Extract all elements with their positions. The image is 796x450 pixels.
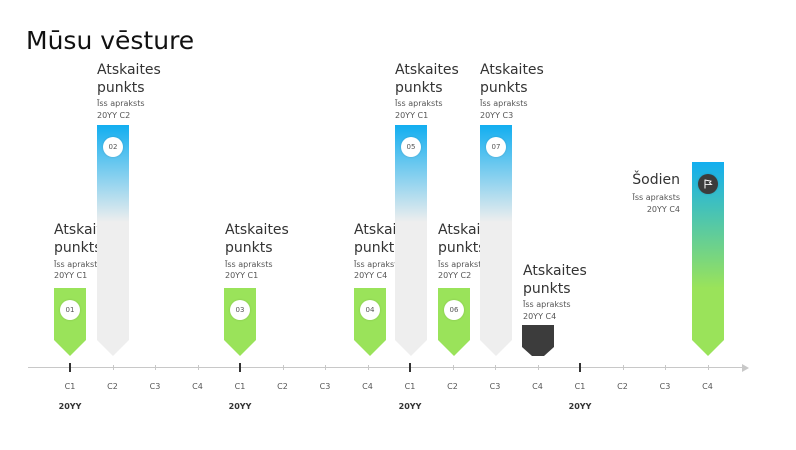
milestone-ribbon [692, 162, 724, 356]
milestone-desc: Īss apraksts [54, 260, 102, 269]
axis-quarter-label: C4 [192, 382, 203, 391]
axis-minor-tick [197, 365, 199, 370]
axis-major-tick [579, 363, 581, 372]
axis-quarter-label: C1 [64, 382, 76, 391]
milestone-title: Atskaites punkts [480, 62, 544, 96]
milestone-ribbon [224, 288, 256, 356]
milestone-date: 20YY C4 [354, 271, 388, 280]
axis-quarter-label: C3 [149, 382, 161, 391]
axis-minor-tick [112, 365, 114, 370]
axis-quarter-label: C2 [617, 382, 628, 391]
axis-quarter-label: C2 [107, 382, 118, 391]
axis-minor-tick [665, 365, 666, 370]
milestone-badge: 04 [360, 300, 380, 320]
axis-quarter-label: C4 [362, 382, 373, 391]
axis-minor-tick [537, 365, 539, 370]
milestone-ribbon [480, 125, 512, 356]
axis-quarter-label: C1 [574, 382, 586, 391]
milestone-date: 20YY C1 [225, 271, 259, 280]
axis-minor-tick [622, 365, 624, 370]
milestone-ribbon [438, 288, 470, 356]
milestone-date: 20YY C2 [438, 271, 472, 280]
axis-minor-tick [155, 365, 156, 370]
milestone-ribbon [54, 288, 86, 356]
milestone-desc: Īss apraksts [523, 300, 571, 309]
milestone-desc: Īss apraksts [395, 99, 443, 108]
milestone-title: Atskaites punkts [97, 62, 161, 96]
milestone-ribbon [522, 325, 554, 356]
axis-quarter-label: C4 [532, 382, 543, 391]
milestone-desc: Īss apraksts [438, 260, 486, 269]
milestone-date: 20YY C2 [97, 111, 131, 120]
axis-minor-tick [367, 365, 369, 370]
axis-quarter-label: C3 [319, 382, 331, 391]
axis-quarter-label: C1 [404, 382, 416, 391]
milestone-badge: 01 [60, 300, 80, 320]
milestone-ribbon [354, 288, 386, 356]
milestone-date: 20YY C3 [480, 111, 514, 120]
axis-quarter-label: C1 [234, 382, 246, 391]
milestone-desc: Īss apraksts [480, 99, 528, 108]
axis-quarter-label: C3 [489, 382, 501, 391]
timeline-axis [28, 367, 744, 368]
milestone-title: Atskaites punkts [523, 263, 587, 297]
axis-quarter-label: C4 [702, 382, 713, 391]
axis-minor-tick [452, 365, 454, 370]
milestone-badge: 02 [103, 137, 123, 157]
timeline-arrow [742, 364, 749, 372]
milestone-badge: 03 [230, 300, 250, 320]
milestone-ribbon [97, 125, 129, 356]
milestone-title: Atskaites punkts [225, 222, 289, 256]
milestone-badge: 05 [401, 137, 421, 157]
milestone-date: 20YY C4 [646, 205, 680, 214]
axis-year-label: 20YY [568, 402, 592, 411]
axis-year-label: 20YY [228, 402, 252, 411]
milestone-ribbon [395, 125, 427, 356]
milestone-desc: Īss apraksts [225, 260, 273, 269]
page-title: Mūsu vēsture [26, 26, 195, 55]
axis-minor-tick [707, 365, 709, 370]
milestone-date: 20YY C4 [523, 312, 557, 321]
milestone-desc: Īss apraksts [354, 260, 402, 269]
axis-quarter-label: C2 [447, 382, 458, 391]
milestone-date: 20YY C1 [395, 111, 429, 120]
milestone-title: Šodien [632, 172, 680, 188]
axis-year-label: 20YY [398, 402, 422, 411]
milestone-title: Atskaites punkts [395, 62, 459, 96]
axis-minor-tick [282, 365, 284, 370]
flag-icon [698, 174, 718, 194]
axis-quarter-label: C3 [659, 382, 671, 391]
axis-minor-tick [325, 365, 326, 370]
axis-year-label: 20YY [58, 402, 82, 411]
milestone-date: 20YY C1 [54, 271, 88, 280]
axis-major-tick [69, 363, 71, 372]
milestone-badge: 06 [444, 300, 464, 320]
milestone-desc: Īss apraksts [97, 99, 145, 108]
axis-major-tick [239, 363, 241, 372]
milestone-desc: Īss apraksts [632, 193, 680, 202]
axis-minor-tick [495, 365, 496, 370]
axis-quarter-label: C2 [277, 382, 288, 391]
milestone-badge: 07 [486, 137, 506, 157]
axis-major-tick [409, 363, 411, 372]
